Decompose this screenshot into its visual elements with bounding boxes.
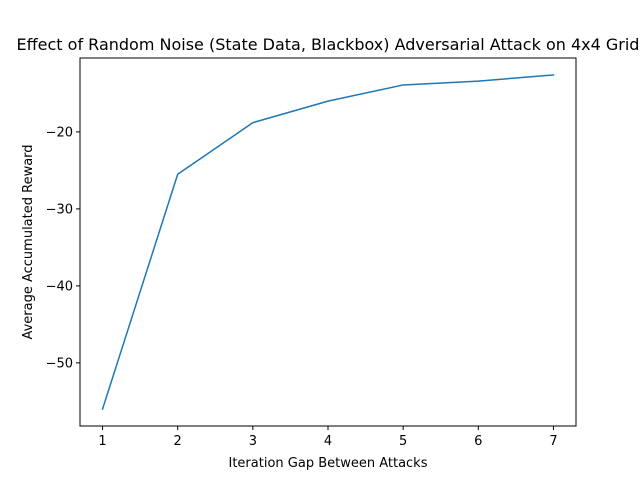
- series-line: [101, 74, 555, 411]
- x-tick-label: 2: [174, 434, 182, 449]
- x-tick-label: 7: [549, 434, 557, 449]
- chart-title: Effect of Random Noise (State Data, Blac…: [17, 35, 640, 54]
- y-tick-label: −30: [46, 202, 73, 217]
- y-axis-label: Average Accumulated Reward: [21, 144, 36, 339]
- x-tick-label: 4: [324, 434, 332, 449]
- y-tick-label: −40: [46, 279, 73, 294]
- series-layer: [101, 74, 555, 411]
- plot-area-frame: [79, 57, 577, 427]
- y-axis-ticks: −50 −40 −30 −20: [46, 125, 80, 371]
- y-tick-label: −50: [46, 356, 73, 371]
- x-tick-label: 1: [98, 434, 106, 449]
- x-axis-ticks: 1 2 3 4 5 6 7: [98, 426, 558, 449]
- y-tick-label: −20: [46, 125, 73, 140]
- x-tick-label: 3: [249, 434, 257, 449]
- x-axis-label: Iteration Gap Between Attacks: [229, 456, 428, 471]
- x-tick-label: 5: [399, 434, 407, 449]
- x-tick-label: 6: [474, 434, 482, 449]
